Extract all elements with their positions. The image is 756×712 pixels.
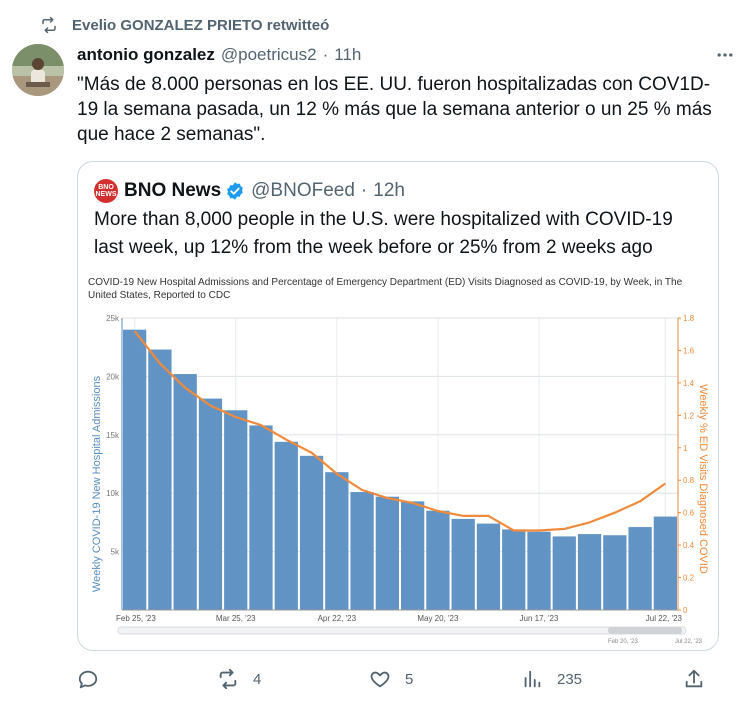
views-button[interactable]: 235 — [521, 664, 582, 694]
chart-range-slider[interactable]: Feb 20, '23 Jul 22, '23 — [117, 626, 703, 645]
quote-text: More than 8,000 people in the U.S. were … — [94, 209, 673, 258]
y-tick-label: 10k — [106, 489, 120, 498]
chart-bar — [350, 492, 374, 610]
reply-button[interactable] — [77, 664, 113, 694]
chart-bar — [527, 531, 551, 610]
chart-bar — [173, 374, 197, 610]
chart-bar — [603, 535, 627, 610]
chart-bar — [325, 472, 349, 610]
quote-handle[interactable]: @BNOFeed — [251, 180, 355, 201]
chart-line — [133, 330, 667, 532]
action-bar: 4 5 235 — [77, 664, 727, 694]
quote-header: BNO NEWS BNO News @BNOFeed · 12h — [94, 178, 405, 204]
y2-tick-label: 0.4 — [683, 541, 695, 550]
chart-bar — [552, 536, 576, 610]
chart-title-line-1: COVID-19 New Hospital Admissions and Per… — [88, 277, 683, 288]
x-tick-label: Jun 17, '23 — [520, 614, 559, 623]
tweet-time[interactable]: 11h — [334, 45, 362, 64]
y2-tick-label: 1.2 — [683, 411, 695, 420]
chart-bar — [628, 527, 652, 610]
y2-tick-label: 0.2 — [683, 574, 695, 583]
chart-bar — [198, 398, 223, 610]
retweet-icon — [219, 668, 237, 690]
x-tick-label: Mar 25, '23 — [216, 614, 256, 623]
retweet-button[interactable]: 4 — [217, 664, 261, 694]
author-handle[interactable]: @poetricus2 — [220, 45, 317, 64]
x-tick-label: Feb 25, '23 — [116, 614, 156, 623]
chart-bar — [502, 529, 526, 610]
more-button[interactable] — [714, 44, 736, 66]
retweet-icon — [42, 16, 56, 34]
chart-bar — [148, 349, 172, 610]
quote-separator: · — [360, 180, 368, 201]
ed-visits-line — [133, 330, 667, 532]
tweet-text: "Más de 8.000 personas en los EE. UU. fu… — [77, 74, 712, 145]
retweet-context[interactable]: Evelio GONZALEZ PRIETO retwitteó — [40, 14, 329, 36]
chart-bar — [299, 455, 324, 610]
chart-bar — [577, 534, 602, 610]
retweet-count: 4 — [253, 670, 262, 688]
y2-tick-label: 1.6 — [683, 346, 695, 355]
y2-tick-label: 0.6 — [683, 509, 695, 518]
range-end-label: Jul 22, '23 — [675, 639, 703, 645]
y2-tick-label: 0 — [683, 606, 688, 615]
author-name[interactable]: antonio gonzalez — [77, 45, 215, 64]
chart-bar — [476, 523, 501, 610]
range-track — [117, 626, 687, 635]
chart-bar — [375, 496, 399, 610]
chart-bar — [451, 518, 475, 610]
share-button[interactable] — [683, 664, 705, 694]
x-tick-label: Apr 22, '23 — [318, 614, 357, 623]
avatar[interactable] — [12, 44, 64, 96]
covid-chart: COVID-19 New Hospital Admissions and Per… — [88, 277, 709, 645]
quote-author-name[interactable]: BNO News — [124, 180, 222, 201]
x-tick-label: Jul 22, '23 — [646, 614, 683, 623]
separator: · — [322, 45, 329, 64]
chart-title-line-2: United States, Reported to CDC — [88, 290, 230, 301]
chart-bars — [123, 329, 677, 610]
more-icon — [717, 53, 733, 57]
y-tick-label: 20k — [106, 372, 120, 381]
chart-bar — [123, 329, 147, 610]
x-tick-label: May 20, '23 — [417, 614, 459, 623]
verified-icon — [227, 182, 243, 200]
chart-bar — [401, 501, 425, 610]
y-tick-label: 25k — [106, 314, 120, 323]
chart-image[interactable]: COVID-19 New Hospital Admissions and Per… — [78, 270, 718, 650]
like-button[interactable]: 5 — [369, 664, 413, 694]
views-icon — [524, 670, 541, 688]
like-icon — [370, 671, 390, 688]
y2-tick-label: 0.8 — [683, 476, 695, 485]
y-tick-label: 5k — [111, 548, 120, 557]
bno-logo-text: BNO NEWS — [95, 184, 117, 198]
bno-logo[interactable]: BNO NEWS — [94, 179, 118, 203]
y2-tick-label: 1.8 — [683, 314, 695, 323]
quote-time[interactable]: 12h — [373, 180, 405, 201]
y-axis-title: Weekly COVID-19 New Hospital Admissions — [91, 375, 103, 592]
chart-bar — [653, 516, 677, 610]
share-icon — [685, 669, 703, 688]
like-count: 5 — [405, 670, 414, 688]
y2-axis-title: Weekly % ED Visits Diagnosed COVID — [697, 384, 709, 574]
views-count: 235 — [557, 670, 583, 688]
quoted-tweet[interactable]: BNO NEWS BNO News @BNOFeed · 12h More th… — [77, 161, 719, 651]
chart-bar — [249, 425, 273, 610]
y2-tick-label: 1.4 — [683, 379, 695, 388]
chart-bar — [274, 441, 298, 610]
retweet-label: Evelio GONZALEZ PRIETO retwitteó — [72, 16, 330, 34]
y2-tick-label: 1 — [683, 444, 688, 453]
tweet-header: antonio gonzalez @poetricus2 · 11h — [77, 44, 736, 66]
y-tick-label: 15k — [106, 431, 120, 440]
reply-icon — [78, 670, 98, 689]
chart-axes: 25k 20k 15k 10k 5k 1.8 1.6 1.4 1.2 1 0.8 0.6 0.4 0.2 0… — [91, 314, 709, 623]
range-start-label: Feb 20, '23 — [608, 639, 638, 645]
chart-bar — [426, 510, 450, 610]
chart-bar — [224, 410, 248, 610]
range-thumb — [608, 627, 682, 634]
